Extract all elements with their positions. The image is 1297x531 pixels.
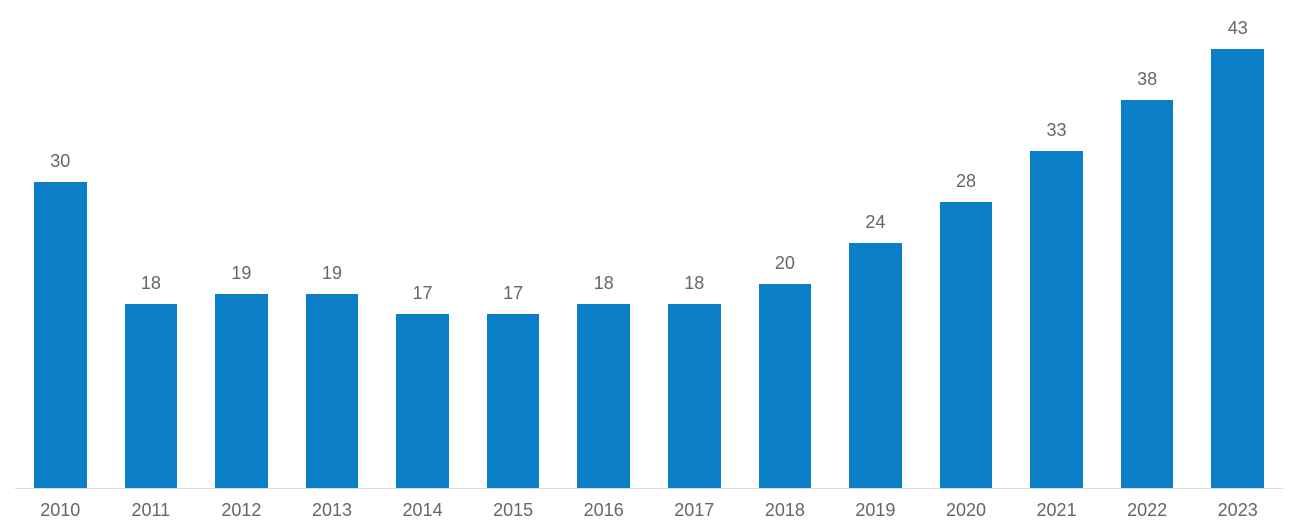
bar-slot: 17	[468, 8, 559, 488]
x-axis-label: 2015	[468, 500, 559, 521]
bar	[306, 294, 359, 488]
bar-slot: 18	[558, 8, 649, 488]
bar	[940, 202, 993, 488]
bar	[34, 182, 87, 488]
bar-value-label: 19	[287, 263, 378, 284]
bar-slot: 33	[1011, 8, 1102, 488]
plot-area: 3018191917171818202428333843	[15, 8, 1283, 488]
x-axis-label: 2011	[106, 500, 197, 521]
bar	[577, 304, 630, 488]
bar-value-label: 20	[740, 253, 831, 274]
bar	[1030, 151, 1083, 488]
x-axis-label: 2017	[649, 500, 740, 521]
bar-slot: 43	[1192, 8, 1283, 488]
bar	[215, 294, 268, 488]
bar-slot: 30	[15, 8, 106, 488]
bar-value-label: 24	[830, 212, 921, 233]
bar-slot: 24	[830, 8, 921, 488]
bar	[396, 314, 449, 488]
bar-slot: 20	[740, 8, 831, 488]
bar-value-label: 30	[15, 151, 106, 172]
bar	[849, 243, 902, 488]
bar-slot: 19	[287, 8, 378, 488]
bar-value-label: 17	[377, 283, 468, 304]
x-axis-label: 2020	[921, 500, 1012, 521]
bar	[1121, 100, 1174, 488]
bar	[125, 304, 178, 488]
bar-value-label: 33	[1011, 120, 1102, 141]
bar-slot: 17	[377, 8, 468, 488]
bar-value-label: 28	[921, 171, 1012, 192]
x-axis-label: 2019	[830, 500, 921, 521]
bar-value-label: 18	[106, 273, 197, 294]
bar-value-label: 18	[649, 273, 740, 294]
bar	[668, 304, 721, 488]
bar-slot: 18	[649, 8, 740, 488]
bar	[487, 314, 540, 488]
bar-value-label: 17	[468, 283, 559, 304]
bar-value-label: 18	[558, 273, 649, 294]
bar-slot: 18	[106, 8, 197, 488]
bar-chart: 3018191917171818202428333843 20102011201…	[0, 0, 1297, 531]
bar-slot: 38	[1102, 8, 1193, 488]
bar-value-label: 43	[1192, 18, 1283, 39]
x-axis-label: 2018	[740, 500, 831, 521]
bar-value-label: 19	[196, 263, 287, 284]
x-axis-label: 2016	[558, 500, 649, 521]
bar	[759, 284, 812, 488]
bar-slot: 19	[196, 8, 287, 488]
bar	[1211, 49, 1264, 488]
x-axis-label: 2021	[1011, 500, 1102, 521]
x-axis-label: 2010	[15, 500, 106, 521]
x-axis-label: 2023	[1192, 500, 1283, 521]
x-axis-label: 2014	[377, 500, 468, 521]
x-axis-label: 2013	[287, 500, 378, 521]
bar-slot: 28	[921, 8, 1012, 488]
x-axis-label: 2012	[196, 500, 287, 521]
bar-value-label: 38	[1102, 69, 1193, 90]
x-axis-line	[15, 488, 1283, 489]
x-axis-label: 2022	[1102, 500, 1193, 521]
